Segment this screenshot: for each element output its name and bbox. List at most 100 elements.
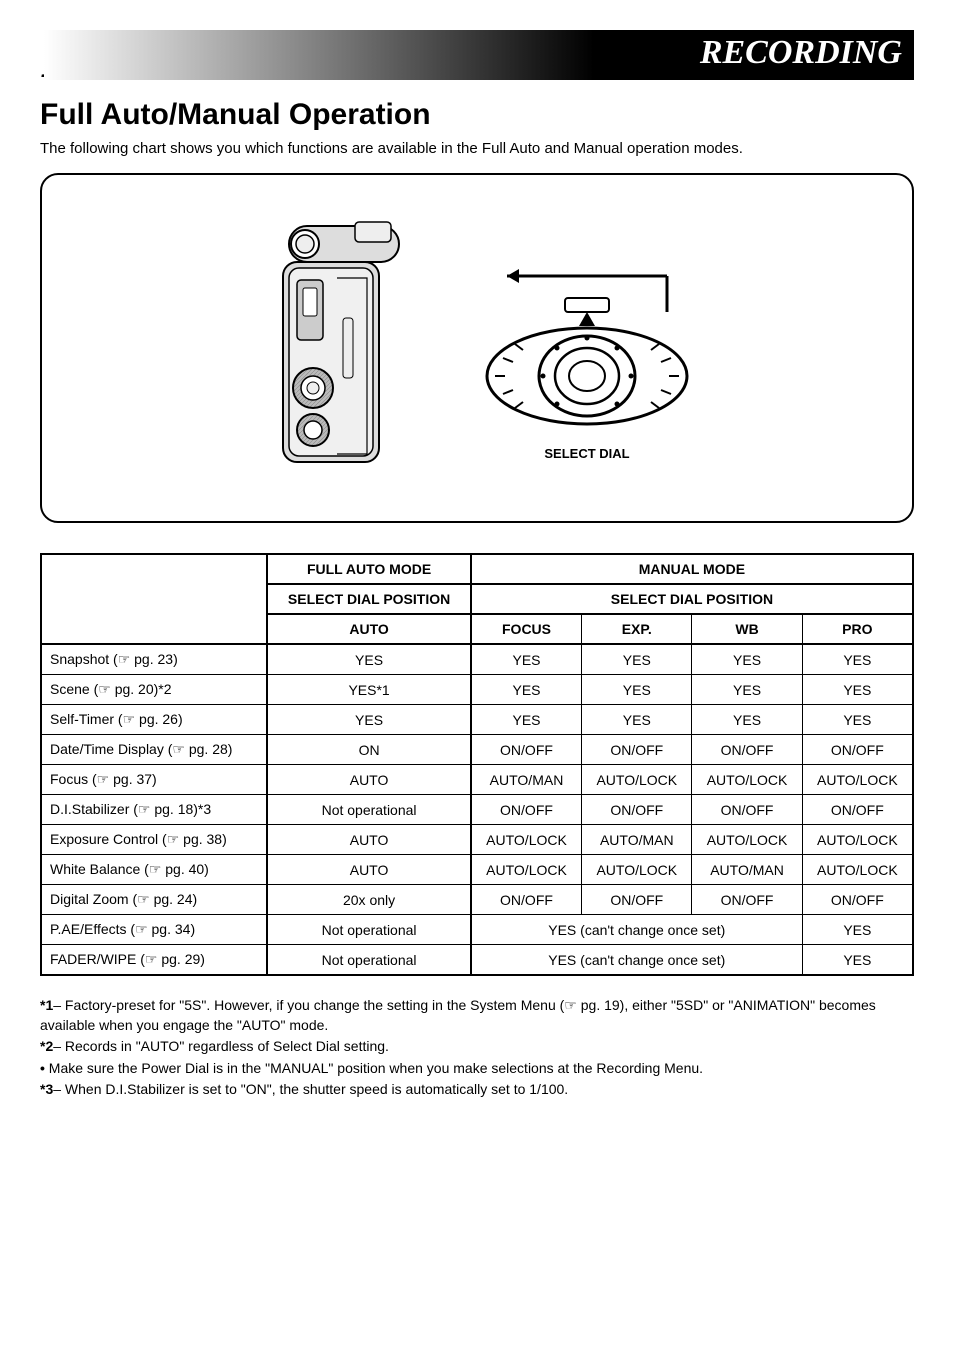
auto-cell: 20x only (267, 885, 471, 915)
exp-cell: YES (582, 644, 692, 675)
pro-cell: YES (802, 915, 913, 945)
table-row: FADER/WIPE (☞ pg. 29)Not operationalYES … (41, 945, 913, 976)
footnote-text: – Factory-preset for "5S". However, if y… (40, 997, 876, 1033)
table-row: Exposure Control (☞ pg. 38)AUTO AUTO/LOCK… (41, 825, 913, 855)
table-row: Date/Time Display (☞ pg. 28)ONON/OFFON/O… (41, 735, 913, 765)
th-focus: FOCUS (471, 614, 582, 644)
page-header: 16 RECORDING (40, 30, 914, 90)
wb-cell: YES (692, 705, 802, 735)
footnote-key: *1 (40, 997, 53, 1013)
exp-cell: ON/OFF (582, 735, 692, 765)
focus-cell: YES (471, 675, 582, 705)
auto-cell: AUTO (267, 855, 471, 885)
fn-cell: Self-Timer (☞ pg. 26) (41, 705, 267, 735)
exp-cell: ON/OFF (582, 885, 692, 915)
th-full-auto: FULL AUTO MODE (267, 554, 471, 584)
fn-cell: FADER/WIPE (☞ pg. 29) (41, 945, 267, 976)
focus-cell: AUTO/MAN (471, 765, 582, 795)
footnotes: *1– Factory-preset for "5S". However, if… (40, 996, 914, 1100)
auto-cell: Not operational (267, 915, 471, 945)
wb-cell: YES (692, 644, 802, 675)
exp-cell: ON/OFF (582, 795, 692, 825)
footnote-text: – Records in "AUTO" regardless of Select… (53, 1038, 389, 1054)
wb-cell: YES (692, 675, 802, 705)
fn-cell: Digital Zoom (☞ pg. 24) (41, 885, 267, 915)
focus-cell: YES (471, 644, 582, 675)
fn-cell: Snapshot (☞ pg. 23) (41, 644, 267, 675)
auto-cell: YES (267, 644, 471, 675)
auto-cell: ON (267, 735, 471, 765)
fn-cell: White Balance (☞ pg. 40) (41, 855, 267, 885)
section-title: Full Auto/Manual Operation (40, 98, 914, 132)
camcorder-illustration (237, 208, 417, 488)
pro-cell: AUTO/LOCK (802, 825, 913, 855)
table-row: Self-Timer (☞ pg. 26)YESYESYESYESYES (41, 705, 913, 735)
chapter-title: RECORDING (44, 30, 914, 80)
fn-cell: Date/Time Display (☞ pg. 28) (41, 735, 267, 765)
footnote-key: *3 (40, 1081, 53, 1097)
th-select-dial-pos-2: SELECT DIAL POSITION (471, 584, 913, 614)
fn-cell: Exposure Control (☞ pg. 38) (41, 825, 267, 855)
th-manual: MANUAL MODE (471, 554, 913, 584)
footnote-line: • Make sure the Power Dial is in the "MA… (40, 1059, 914, 1079)
wb-cell: ON/OFF (692, 795, 802, 825)
exp-cell: YES (582, 675, 692, 705)
th-wb: WB (692, 614, 802, 644)
table-row: Snapshot (☞ pg. 23)YESYESYESYESYES (41, 644, 913, 675)
dial-caption: SELECT DIAL (544, 446, 629, 461)
table-row: Digital Zoom (☞ pg. 24)20x onlyON/OFFON/… (41, 885, 913, 915)
focus-cell: ON/OFF (471, 885, 582, 915)
wb-cell: ON/OFF (692, 885, 802, 915)
fn-cell: Scene (☞ pg. 20)*2 (41, 675, 267, 705)
auto-cell: Not operational (267, 795, 471, 825)
pro-cell: YES (802, 945, 913, 976)
footnote-line: *3– When D.I.Stabilizer is set to "ON", … (40, 1080, 914, 1100)
th-auto: AUTO (267, 614, 471, 644)
auto-cell: YES (267, 705, 471, 735)
table-row: White Balance (☞ pg. 40)AUTOAUTO/LOCKAUT… (41, 855, 913, 885)
wb-cell: AUTO/LOCK (692, 825, 802, 855)
footnote-text: Make sure the Power Dial is in the "MANU… (45, 1060, 703, 1076)
pro-cell: ON/OFF (802, 795, 913, 825)
wb-cell: AUTO/LOCK (692, 765, 802, 795)
modes-table: FULL AUTO MODE MANUAL MODE SELECT DIAL P… (40, 553, 914, 976)
pro-cell: YES (802, 705, 913, 735)
pro-cell: AUTO/LOCK (802, 765, 913, 795)
select-dial-illustration: SELECT DIAL (457, 236, 717, 461)
wb-cell: AUTO/MAN (692, 855, 802, 885)
exp-cell: AUTO/MAN (582, 825, 692, 855)
wb-cell: ON/OFF (692, 735, 802, 765)
auto-cell: AUTO (267, 825, 471, 855)
intro-text: The following chart shows you which func… (40, 140, 914, 157)
pro-cell: YES (802, 644, 913, 675)
table-row: Scene (☞ pg. 20)*2YES*1YESYESYESYES (41, 675, 913, 705)
table-row: P.AE/Effects (☞ pg. 34)Not operationalYE… (41, 915, 913, 945)
auto-cell: AUTO (267, 765, 471, 795)
focus-cell: ON/OFF (471, 795, 582, 825)
exp-cell: AUTO/LOCK (582, 855, 692, 885)
pro-cell: YES (802, 675, 913, 705)
focus-cell: AUTO/LOCK (471, 855, 582, 885)
focus-cell: YES (471, 705, 582, 735)
auto-cell: YES*1 (267, 675, 471, 705)
exp-cell: AUTO/LOCK (582, 765, 692, 795)
focus-cell: ON/OFF (471, 735, 582, 765)
table-row: Focus (☞ pg. 37)AUTOAUTO/MANAUTO/LOCKAUT… (41, 765, 913, 795)
footnote-line: *2– Records in "AUTO" regardless of Sele… (40, 1037, 914, 1057)
pro-cell: ON/OFF (802, 885, 913, 915)
merged-cell: YES (can't change once set) (471, 915, 802, 945)
footnote-text: – When D.I.Stabilizer is set to "ON", th… (53, 1081, 568, 1097)
merged-cell: YES (can't change once set) (471, 945, 802, 976)
footnote-line: *1– Factory-preset for "5S". However, if… (40, 996, 914, 1035)
fn-cell: P.AE/Effects (☞ pg. 34) (41, 915, 267, 945)
fn-cell: Focus (☞ pg. 37) (41, 765, 267, 795)
table-row: D.I.Stabilizer (☞ pg. 18)*3Not operation… (41, 795, 913, 825)
diagram-box: SELECT DIAL (40, 173, 914, 523)
auto-cell: Not operational (267, 945, 471, 976)
th-select-dial-pos-1: SELECT DIAL POSITION (267, 584, 471, 614)
exp-cell: YES (582, 705, 692, 735)
pro-cell: AUTO/LOCK (802, 855, 913, 885)
footnote-key: *2 (40, 1038, 53, 1054)
fn-cell: D.I.Stabilizer (☞ pg. 18)*3 (41, 795, 267, 825)
th-pro: PRO (802, 614, 913, 644)
